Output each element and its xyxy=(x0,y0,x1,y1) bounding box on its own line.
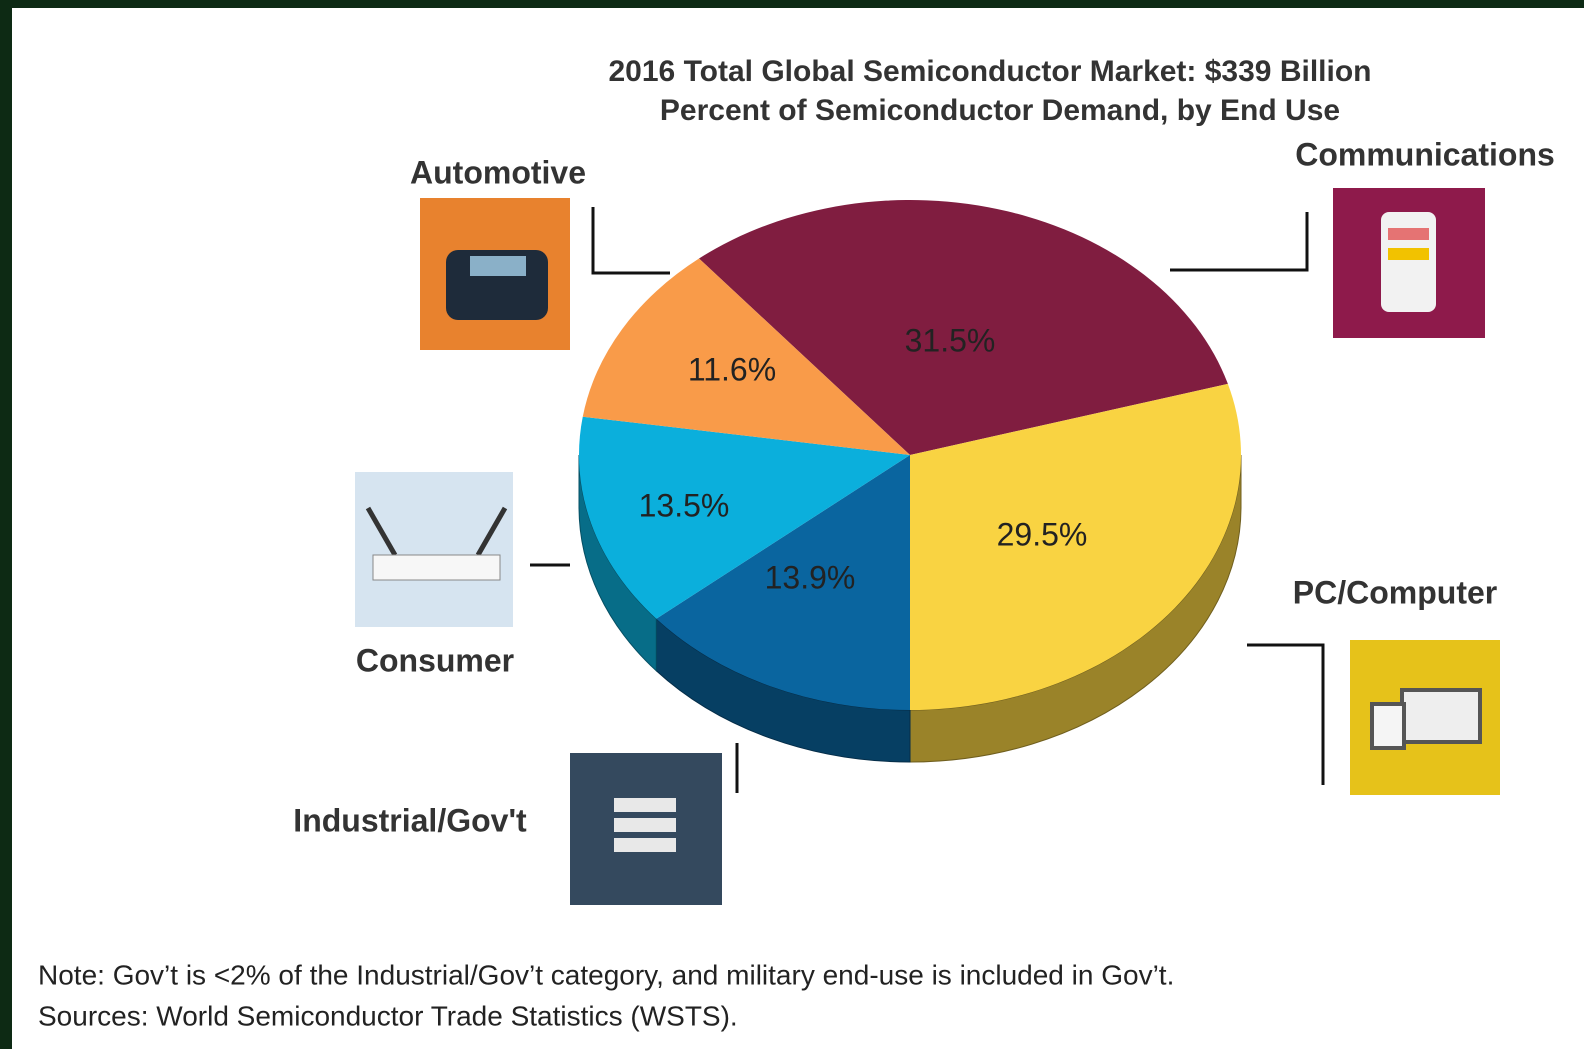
leader-line xyxy=(591,207,670,275)
data-label: 29.5% xyxy=(997,516,1088,552)
data-label: 11.6% xyxy=(688,351,776,387)
data-label: 13.9% xyxy=(765,559,856,595)
icon-detail xyxy=(1388,248,1429,260)
icon-server xyxy=(614,838,676,852)
icon-server xyxy=(614,818,676,832)
chart-title: 2016 Total Global Semiconductor Market: … xyxy=(609,55,1372,88)
icon-antenna xyxy=(475,506,508,557)
leader-line xyxy=(1170,212,1309,272)
category-label: PC/Computer xyxy=(1293,574,1497,610)
slice xyxy=(579,416,910,619)
category-label: Industrial/Gov't xyxy=(293,802,527,838)
chart-subtitle: Percent of Semiconductor Demand, by End … xyxy=(660,94,1340,127)
icon-server xyxy=(614,798,676,812)
slice xyxy=(699,200,1228,455)
icon-windshield xyxy=(470,256,526,276)
data-label: 31.5% xyxy=(905,322,996,358)
icon-laptop xyxy=(1400,688,1482,744)
category-label: Automotive xyxy=(410,154,586,190)
data-label: 13.5% xyxy=(639,487,730,523)
slice xyxy=(582,258,910,455)
note: Sources: World Semiconductor Trade Stati… xyxy=(38,1000,738,1031)
slice xyxy=(656,455,910,710)
leader-line xyxy=(1247,643,1325,785)
pie xyxy=(578,200,1242,763)
icon-phone xyxy=(1381,212,1436,312)
category-label: Consumer xyxy=(356,642,514,678)
icons xyxy=(355,188,1500,905)
icon-router xyxy=(372,554,501,581)
icon-tablet xyxy=(1370,702,1406,750)
slice xyxy=(910,383,1241,710)
note: Note: Gov’t is <2% of the Industrial/Gov… xyxy=(38,959,1174,990)
category-label: Communications xyxy=(1295,136,1555,172)
icon-antenna xyxy=(365,506,398,557)
leader-lines xyxy=(530,207,1325,793)
icon-consumer xyxy=(355,472,513,627)
icon-detail xyxy=(1388,228,1429,240)
pie-tops xyxy=(579,200,1241,710)
